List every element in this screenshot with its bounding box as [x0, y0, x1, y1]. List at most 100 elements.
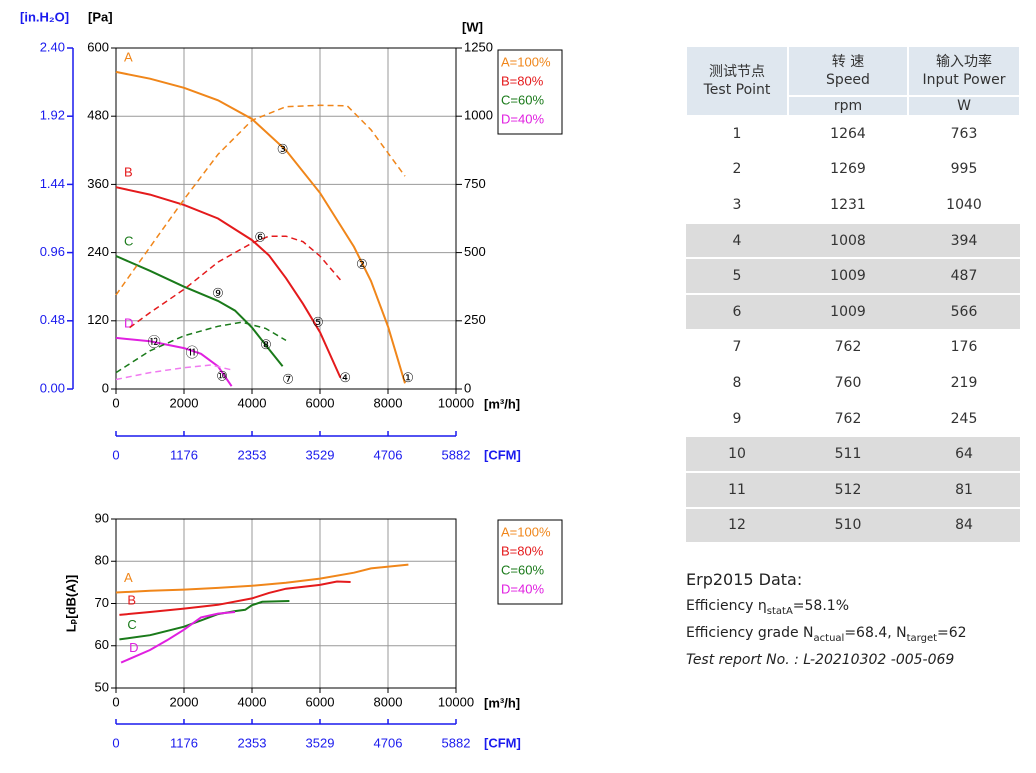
subscript: target	[906, 632, 938, 644]
erp-notes: Erp2015 Data: Efficiency ηstatA=58.1% Ef…	[686, 566, 967, 674]
table-cell: 219	[908, 365, 1020, 402]
efficiency: Efficiency ηstatA=58.1%	[686, 593, 967, 620]
legend-entry: D=40%	[501, 111, 544, 126]
header-cell: 输入功率 Input Power	[907, 45, 1021, 97]
table-cell: 81	[908, 471, 1020, 509]
table-row: 2 1269 995	[686, 151, 1020, 189]
header-text: 测试节点	[709, 64, 765, 80]
x-tick-label: 6000	[306, 694, 335, 709]
table-row: 9 762 245	[686, 400, 1020, 438]
curve	[115, 186, 342, 379]
header-cell: 转 速 Speed	[787, 45, 909, 97]
table-cell: 512	[788, 471, 908, 509]
table-row: 10 511 64	[686, 436, 1020, 473]
x-tick-label: 0	[112, 694, 119, 709]
table-row: 1 1264 763	[686, 116, 1020, 153]
table-cell: 1009	[788, 293, 908, 331]
efficiency-grade: Efficiency grade Nactual=68.4, Ntarget=6…	[686, 620, 967, 647]
x2-axis-label: [CFM]	[484, 447, 521, 462]
x2-tick-label: 5882	[442, 735, 471, 750]
legend-entry: D=40%	[501, 581, 544, 596]
legend-frame	[497, 519, 563, 605]
subscript: actual	[813, 632, 845, 644]
table-cell: 1	[686, 116, 788, 153]
table-cell: 176	[908, 329, 1020, 367]
table-row: 11 512 81	[686, 471, 1020, 509]
notes-title: Erp2015 Data:	[686, 570, 803, 589]
unit-cell: W	[907, 95, 1021, 117]
y2-tick-label: 1000	[464, 108, 493, 123]
x2-tick-label: 2353	[238, 447, 267, 462]
table-row: 4 1008 394	[686, 222, 1020, 260]
y3-tick-label: 1.44	[40, 176, 65, 191]
test-point: ⑪	[186, 345, 199, 360]
x-tick-label: 0	[112, 395, 119, 410]
y2-tick-label: 250	[464, 312, 486, 327]
x-tick-label: 4000	[238, 395, 267, 410]
x2-tick-label: 3529	[306, 735, 335, 750]
curve-label: A	[124, 570, 133, 585]
curve-label: D	[129, 640, 138, 655]
y-axis-label: [Pa]	[88, 9, 113, 24]
header-cell: 测试节点 Test Point	[685, 45, 789, 117]
header-text: 转 速	[831, 54, 865, 70]
test-point-table: 测试节点 Test Point 转 速 Speed 输入功率 Input Power …	[685, 45, 1021, 545]
legend-entry: B=80%	[501, 543, 544, 558]
table-cell: 1040	[908, 187, 1020, 224]
x-tick-label: 2000	[170, 694, 199, 709]
table-row: 3 1231 1040	[686, 187, 1020, 224]
test-point: ④	[339, 370, 351, 385]
y-tick-label: 70	[95, 595, 109, 610]
legend-frame	[497, 49, 563, 135]
table-cell: 1264	[788, 116, 908, 153]
x-axis-label: [m³/h]	[484, 695, 520, 710]
power-curve	[129, 235, 341, 329]
text: Efficiency η	[686, 598, 767, 614]
y2-tick-label: 1250	[464, 39, 493, 54]
legend-entry: C=60%	[501, 92, 544, 107]
header-text: Speed	[826, 72, 870, 88]
table-cell: 9	[686, 400, 788, 438]
curve	[115, 563, 409, 594]
table-cell: 4	[686, 222, 788, 260]
legend-entry: A=100%	[501, 54, 551, 69]
x-tick-label: 10000	[438, 395, 474, 410]
x2-tick-label: 5882	[442, 447, 471, 462]
x2-tick-label: 0	[112, 447, 119, 462]
table-cell: 11	[686, 471, 788, 509]
x2-tick-label: 0	[112, 735, 119, 750]
y-tick-label: 60	[95, 637, 109, 652]
test-point: ⑦	[282, 371, 294, 386]
test-point: ⑥	[254, 229, 266, 244]
curve	[115, 70, 406, 384]
y3-tick-label: 0.00	[40, 380, 65, 395]
table-cell: 487	[908, 258, 1020, 295]
x-tick-label: 8000	[374, 395, 403, 410]
legend-entry: C=60%	[501, 562, 544, 577]
curve-label: A	[124, 49, 133, 64]
table-cell: 5	[686, 258, 788, 295]
curve	[120, 611, 236, 664]
y-tick-label: 240	[87, 244, 109, 259]
curve	[119, 580, 351, 616]
table-cell: 763	[908, 116, 1020, 153]
legend-entry: A=100%	[501, 524, 551, 539]
x2-tick-label: 2353	[238, 735, 267, 750]
table-cell: 64	[908, 436, 1020, 473]
x2-tick-label: 4706	[374, 735, 403, 750]
table-cell: 12	[686, 507, 788, 545]
table-cell: 1269	[788, 151, 908, 189]
y-tick-label: 50	[95, 679, 109, 694]
y3-tick-label: 1.92	[40, 108, 65, 123]
table-cell: 6	[686, 293, 788, 331]
y-tick-label: 80	[95, 553, 109, 568]
unit-cell: rpm	[787, 95, 909, 117]
curve-label: B	[127, 592, 136, 607]
table-row: 8 760 219	[686, 365, 1020, 402]
table-cell: 510	[788, 507, 908, 545]
x-tick-label: 10000	[438, 694, 474, 709]
table-cell: 1009	[788, 258, 908, 295]
header-text: Test Point	[703, 82, 771, 98]
y-tick-label: 120	[87, 312, 109, 327]
